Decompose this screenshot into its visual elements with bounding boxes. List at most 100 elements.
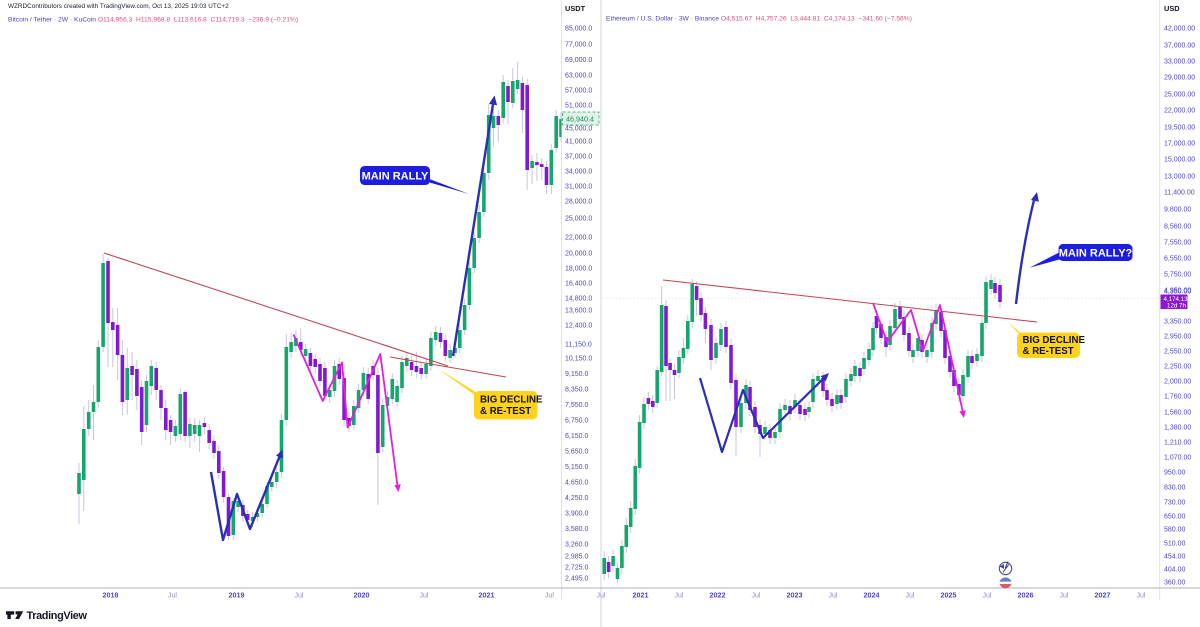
svg-text:2021: 2021 — [633, 591, 649, 600]
svg-text:6,750.0: 6,750.0 — [565, 418, 588, 425]
svg-text:16,400.0: 16,400.0 — [565, 281, 592, 288]
svg-text:37,000.0: 37,000.0 — [565, 154, 592, 161]
svg-text:18,000.0: 18,000.0 — [565, 266, 592, 273]
svg-text:TradingView: TradingView — [27, 610, 88, 622]
svg-text:2,250.00: 2,250.00 — [1164, 364, 1191, 371]
svg-text:Bitcoin / Tether · 2W · KuCoin: Bitcoin / Tether · 2W · KuCoin O114,956.… — [8, 17, 298, 24]
svg-text:77,000.0: 77,000.0 — [565, 42, 592, 49]
svg-text:25,000.0: 25,000.0 — [565, 216, 592, 223]
svg-text:63,000.0: 63,000.0 — [565, 73, 592, 80]
svg-text:1,210.00: 1,210.00 — [1164, 440, 1191, 447]
svg-text:2021: 2021 — [479, 591, 495, 600]
svg-text:2,000.00: 2,000.00 — [1164, 379, 1191, 386]
svg-text:WZRDContributors created with: WZRDContributors created with TradingVie… — [8, 3, 229, 10]
svg-text:2025: 2025 — [941, 591, 957, 600]
svg-text:Jul: Jul — [168, 593, 177, 600]
svg-text:2019: 2019 — [229, 591, 245, 600]
svg-text:2023: 2023 — [787, 591, 803, 600]
svg-text:3,350.00: 3,350.00 — [1164, 319, 1191, 326]
svg-text:4,174.13: 4,174.13 — [1164, 296, 1189, 303]
svg-text:4,950.00: 4,950.00 — [1164, 288, 1191, 295]
svg-text:Ethereum / U.S. Dollar · 3W ·: Ethereum / U.S. Dollar · 3W · Binance O4… — [606, 16, 912, 23]
svg-text:580.00: 580.00 — [1164, 527, 1186, 534]
svg-text:& RE-TEST: & RE-TEST — [480, 406, 531, 417]
svg-text:2,985.0: 2,985.0 — [565, 554, 588, 561]
svg-text:8,560.00: 8,560.00 — [1164, 224, 1191, 231]
svg-text:510.00: 510.00 — [1164, 541, 1186, 548]
svg-text:2020: 2020 — [354, 591, 370, 600]
svg-text:69,000.0: 69,000.0 — [565, 57, 592, 64]
svg-text:830.00: 830.00 — [1164, 485, 1186, 492]
svg-text:51,000.0: 51,000.0 — [565, 103, 592, 110]
svg-text:1,760.00: 1,760.00 — [1164, 394, 1191, 401]
svg-text:34,000.0: 34,000.0 — [565, 169, 592, 176]
svg-text:9,800.00: 9,800.00 — [1164, 207, 1191, 214]
svg-text:BIG DECLINE: BIG DECLINE — [1023, 335, 1086, 346]
svg-text:3,260.0: 3,260.0 — [565, 542, 588, 549]
svg-text:4,350.00: 4,350.00 — [1164, 289, 1191, 296]
svg-text:6,550.00: 6,550.00 — [1164, 256, 1191, 263]
svg-text:31,000.0: 31,000.0 — [565, 184, 592, 191]
svg-text:12,400.0: 12,400.0 — [565, 323, 592, 330]
svg-text:USD: USD — [1164, 4, 1180, 13]
svg-text:28,000.0: 28,000.0 — [565, 199, 592, 206]
svg-text:2,550.00: 2,550.00 — [1164, 349, 1191, 356]
svg-text:2022: 2022 — [710, 591, 726, 600]
svg-text:13,000.00: 13,000.00 — [1164, 174, 1195, 181]
svg-text:2,495.0: 2,495.0 — [565, 576, 588, 583]
svg-text:2,950.00: 2,950.00 — [1164, 334, 1191, 341]
svg-text:6,150.0: 6,150.0 — [565, 433, 588, 440]
svg-text:Jul: Jul — [752, 593, 761, 600]
svg-text:Jul: Jul — [420, 593, 429, 600]
svg-text:2,725.0: 2,725.0 — [565, 565, 588, 572]
svg-text:Jul: Jul — [829, 593, 838, 600]
svg-text:17,000.00: 17,000.00 — [1164, 141, 1195, 148]
svg-text:20,000.0: 20,000.0 — [565, 251, 592, 258]
svg-text:1,560.00: 1,560.00 — [1164, 410, 1191, 417]
svg-text:41,000.0: 41,000.0 — [565, 139, 592, 146]
svg-text:Jul: Jul — [906, 593, 915, 600]
svg-text:650.00: 650.00 — [1164, 514, 1186, 521]
svg-text:MAIN RALLY: MAIN RALLY — [362, 170, 429, 182]
svg-text:Jul: Jul — [597, 593, 606, 600]
svg-text:3,900.0: 3,900.0 — [565, 511, 588, 518]
svg-text:2024: 2024 — [864, 591, 880, 600]
svg-text:25,000.00: 25,000.00 — [1164, 92, 1195, 99]
svg-text:USDT: USDT — [565, 4, 586, 13]
svg-text:8,350.0: 8,350.0 — [565, 387, 588, 394]
svg-text:22,000.00: 22,000.00 — [1164, 108, 1195, 115]
svg-text:14,800.0: 14,800.0 — [565, 296, 592, 303]
svg-text:454.00: 454.00 — [1164, 554, 1186, 561]
svg-text:19,500.00: 19,500.00 — [1164, 125, 1195, 132]
svg-text:404.00: 404.00 — [1164, 567, 1186, 574]
svg-text:1,070.00: 1,070.00 — [1164, 455, 1191, 462]
svg-text:BIG DECLINE: BIG DECLINE — [480, 395, 543, 406]
svg-text:45,000.0: 45,000.0 — [565, 126, 592, 133]
svg-text:29,000.00: 29,000.00 — [1164, 75, 1195, 82]
svg-text:2026: 2026 — [1018, 591, 1034, 600]
svg-text:12d 7h: 12d 7h — [1167, 302, 1186, 309]
svg-text:13,600.0: 13,600.0 — [565, 308, 592, 315]
svg-text:Jul: Jul — [1137, 593, 1146, 600]
svg-text:4,650.0: 4,650.0 — [565, 480, 588, 487]
svg-text:5,150.0: 5,150.0 — [565, 464, 588, 471]
svg-text:85,000.0: 85,000.0 — [565, 26, 592, 33]
svg-text:7,550.0: 7,550.0 — [565, 402, 588, 409]
svg-text:Jul: Jul — [1060, 593, 1069, 600]
svg-text:4,250.0: 4,250.0 — [565, 495, 588, 502]
svg-text:360.00: 360.00 — [1164, 580, 1186, 587]
svg-text:42,000.00: 42,000.00 — [1164, 26, 1195, 33]
svg-text:2018: 2018 — [103, 591, 119, 600]
svg-text:57,000.0: 57,000.0 — [565, 88, 592, 95]
svg-text:MAIN RALLY?: MAIN RALLY? — [1059, 248, 1133, 260]
svg-text:& RE-TEST: & RE-TEST — [1023, 346, 1074, 357]
svg-text:Jul: Jul — [295, 593, 304, 600]
svg-text:730.00: 730.00 — [1164, 500, 1186, 507]
svg-text:Jul: Jul — [675, 593, 684, 600]
svg-text:2027: 2027 — [1095, 591, 1111, 600]
svg-text:11,150.0: 11,150.0 — [565, 342, 592, 349]
svg-text:15,000.00: 15,000.00 — [1164, 157, 1195, 164]
svg-text:7,550.00: 7,550.00 — [1164, 240, 1191, 247]
svg-text:Jul: Jul — [983, 593, 992, 600]
svg-text:46,940.4: 46,940.4 — [566, 115, 594, 124]
